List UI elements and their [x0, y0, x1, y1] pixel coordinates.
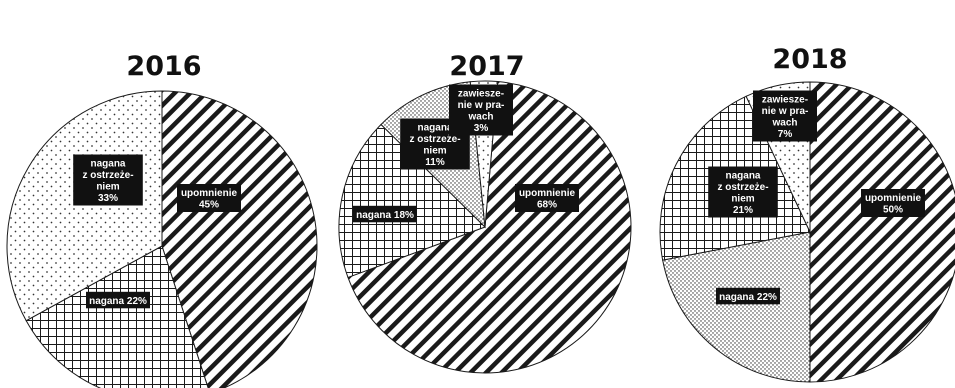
slice-label-text: z ostrzeże-: [409, 134, 460, 145]
slice-label-text: 21%: [733, 205, 753, 216]
slice-label-text: zawiesze-: [458, 89, 504, 100]
slice-label-text: niem: [423, 146, 446, 157]
slice-label-text: 33%: [98, 193, 118, 204]
slice-label-text: 45%: [199, 200, 219, 211]
slice-label-text: 7%: [778, 129, 793, 140]
slice-label-text: niem: [731, 194, 754, 205]
slice-label: nagana 22%: [86, 291, 150, 309]
label-box: [515, 184, 579, 212]
slice-label-text: nie w pra-: [762, 106, 809, 117]
slice-label-text: nie w pra-: [458, 100, 505, 111]
slice-label-text: upomnienie: [519, 188, 576, 199]
label-box: [753, 90, 817, 142]
label-box: [708, 166, 778, 218]
chart-title: 2017: [449, 51, 524, 82]
pie-slice: [25, 245, 209, 388]
chart-title: 2016: [126, 51, 201, 82]
slice-label-text: nagana: [90, 159, 125, 170]
slice-label-text: nagana: [417, 123, 452, 134]
slice-label-text: nagana: [725, 171, 760, 182]
slice-label-text: z ostrzeże-: [82, 170, 133, 181]
pie-slice: [809, 81, 955, 383]
label-box: [177, 184, 241, 212]
label-box: [86, 291, 150, 309]
slice-label-text: upomnienie: [865, 193, 922, 204]
chart-title: 2018: [772, 44, 847, 75]
label-box: [861, 189, 925, 217]
slice-label: nagana 18%: [353, 205, 417, 223]
pie-slice: [662, 231, 811, 383]
slice-label-text: upomnienie: [181, 188, 238, 199]
label-box: [449, 84, 513, 136]
pie-slice: [6, 90, 163, 322]
label-box: [716, 287, 780, 305]
slice-label-text: 3%: [474, 123, 489, 134]
slice-label-text: wach: [771, 118, 797, 129]
slice-label: nagana 22%: [716, 287, 780, 305]
slice-label-text: nagana 22%: [719, 292, 777, 303]
pie-slice: [161, 90, 318, 388]
slice-label-text: 68%: [537, 200, 557, 211]
slice-label-text: 50%: [883, 205, 903, 216]
slice-label-text: nagana 22%: [89, 296, 147, 307]
pie-slice: [338, 123, 486, 279]
slice-label-text: zawiesze-: [762, 95, 808, 106]
slice-label-text: z ostrzeże-: [717, 182, 768, 193]
slice-label-text: wach: [467, 112, 493, 123]
slice-label-text: 11%: [425, 157, 445, 168]
label-box: [73, 154, 143, 206]
slice-label-text: niem: [96, 182, 119, 193]
label-box: [353, 205, 417, 223]
pie-slice: [347, 81, 632, 374]
slice-label-text: nagana 18%: [356, 210, 414, 221]
